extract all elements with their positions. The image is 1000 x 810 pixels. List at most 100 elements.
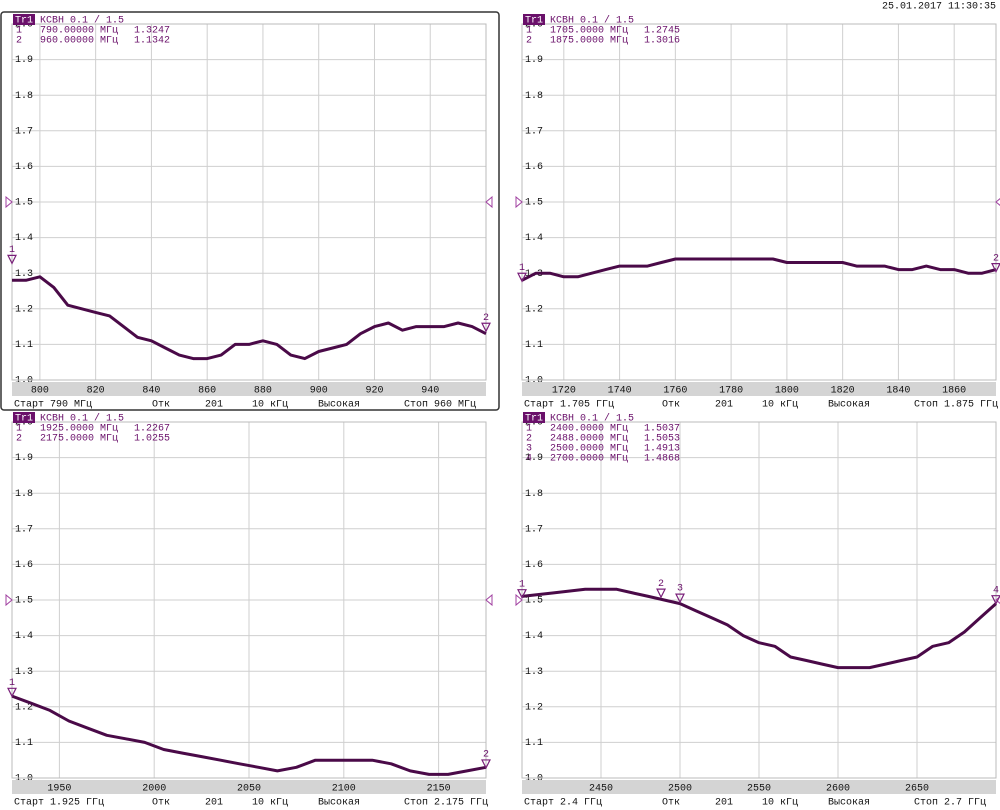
- status-item: 10 кГц: [252, 798, 288, 809]
- y-tick-label: 1.5: [525, 596, 543, 607]
- status-item: Стоп 960 МГц: [404, 400, 476, 411]
- marker-readout-x: 2400.0000 МГц: [550, 424, 628, 435]
- status-item: Отк: [662, 400, 680, 411]
- marker-label: 2: [993, 253, 999, 264]
- y-tick-label: 1.1: [525, 340, 543, 351]
- ref-arrow: [515, 195, 523, 209]
- y-tick-label: 1.8: [15, 91, 33, 102]
- trace: [521, 587, 998, 670]
- status-item: Стоп 1.875 ГГц: [914, 400, 998, 411]
- panel: 1.0 1.1 1.2 1.3 1.4 1.5 1.6 1.7 1.8 1.9 2.0 800 820 8…: [0, 11, 500, 411]
- x-tick-label: 940: [421, 386, 439, 397]
- x-axis-strip: [522, 780, 996, 794]
- x-tick-label: 1860: [942, 386, 966, 397]
- marker-readout-id: 3: [526, 444, 532, 455]
- status-item: Высокая: [828, 400, 870, 411]
- marker-label: 1: [519, 263, 525, 274]
- marker-readout-x: 1705.0000 МГц: [550, 26, 628, 37]
- marker-readout-x: 2175.0000 МГц: [40, 434, 118, 445]
- y-tick-label: 1.7: [15, 524, 33, 535]
- marker-readout-value: 1.0255: [134, 434, 170, 445]
- marker-readout-x: 1875.0000 МГц: [550, 36, 628, 47]
- panel: 1.0 1.1 1.2 1.3 1.4 1.5 1.6 1.7 1.8 1.9 2.0 2450 250…: [515, 412, 1000, 809]
- status-item: 201: [715, 798, 733, 809]
- marker-readout-value: 1.4913: [644, 444, 680, 455]
- y-tick-label: 1.8: [525, 91, 543, 102]
- status-item: Старт 1.705 ГГц: [524, 400, 614, 411]
- x-axis-strip: [12, 382, 486, 396]
- y-tick-label: 1.5: [525, 198, 543, 209]
- marker-readout-value: 1.1342: [134, 36, 170, 47]
- status-item: 201: [205, 798, 223, 809]
- x-tick-label: 2150: [427, 784, 451, 795]
- x-tick-label: 880: [254, 386, 272, 397]
- y-tick-label: 1.9: [15, 55, 33, 66]
- marker-readout-value: 1.3247: [134, 26, 170, 37]
- y-tick-label: 2.0: [525, 418, 543, 429]
- marker-readout-value: 1.3016: [644, 36, 680, 47]
- marker-readout-x: 790.00000 МГц: [40, 26, 118, 37]
- x-tick-label: 2650: [905, 784, 929, 795]
- y-tick-label: 1.7: [15, 126, 33, 137]
- y-tick-label: 2.0: [525, 20, 543, 31]
- y-tick-label: 1.1: [15, 738, 33, 749]
- marker-readout-value: 1.5053: [644, 434, 680, 445]
- marker-readout-value: 1.5037: [644, 424, 680, 435]
- marker-label: 2: [483, 313, 489, 324]
- x-tick-label: 800: [31, 386, 49, 397]
- y-tick-label: 1.6: [15, 560, 33, 571]
- marker-readout-x: 2700.0000 МГц: [550, 454, 628, 465]
- marker-label: 2: [658, 579, 664, 590]
- x-tick-label: 2000: [142, 784, 166, 795]
- trace-label: Tr1: [525, 16, 543, 27]
- marker-readout-x: 960.00000 МГц: [40, 36, 118, 47]
- marker: [481, 322, 491, 333]
- y-tick-label: 1.0: [525, 774, 543, 785]
- trace: [11, 694, 487, 776]
- marker: [991, 595, 1000, 606]
- y-tick-label: 1.4: [15, 631, 33, 642]
- ref-arrow: [515, 593, 523, 607]
- x-tick-label: 1950: [47, 784, 71, 795]
- status-item: Старт 2.4 ГГц: [524, 798, 602, 809]
- trace-format: КСВН 0.1 / 1.5: [550, 413, 634, 425]
- trace-format: КСВН 0.1 / 1.5: [40, 413, 124, 425]
- x-tick-label: 2450: [589, 784, 613, 795]
- status-item: Отк: [152, 798, 170, 809]
- active-frame: [0, 11, 500, 411]
- y-tick-label: 1.6: [525, 560, 543, 571]
- marker-label: 1: [9, 678, 15, 689]
- marker: [656, 588, 667, 599]
- marker-readout-value: 1.2267: [134, 424, 170, 435]
- marker: [675, 593, 685, 604]
- x-tick-label: 1780: [719, 386, 743, 397]
- y-tick-label: 1.3: [15, 269, 33, 280]
- ref-arrow: [485, 195, 493, 209]
- trace-label: Tr1: [15, 414, 33, 425]
- status-item: 10 кГц: [762, 400, 798, 411]
- y-tick-label: 1.9: [525, 453, 543, 464]
- marker-readout-id: 2: [526, 36, 532, 47]
- x-axis-strip: [522, 382, 996, 396]
- ref-arrow: [5, 195, 13, 209]
- marker-readout-x: 2500.0000 МГц: [550, 444, 628, 455]
- x-axis-strip: [12, 780, 486, 794]
- marker: [517, 272, 527, 283]
- y-tick-label: 1.2: [15, 304, 33, 315]
- x-tick-label: 1820: [831, 386, 855, 397]
- y-tick-label: 2.0: [15, 20, 33, 31]
- y-tick-label: 1.0: [525, 376, 543, 387]
- y-tick-label: 1.3: [15, 667, 33, 678]
- status-item: Высокая: [828, 798, 870, 809]
- y-tick-label: 1.2: [525, 702, 543, 713]
- y-tick-label: 1.2: [15, 702, 33, 713]
- y-tick-label: 1.6: [525, 162, 543, 173]
- marker: [481, 759, 491, 770]
- status-item: Старт 1.925 ГГц: [14, 798, 104, 809]
- status-item: Отк: [662, 798, 680, 809]
- y-tick-label: 1.9: [525, 55, 543, 66]
- trace-label-box: [13, 14, 35, 25]
